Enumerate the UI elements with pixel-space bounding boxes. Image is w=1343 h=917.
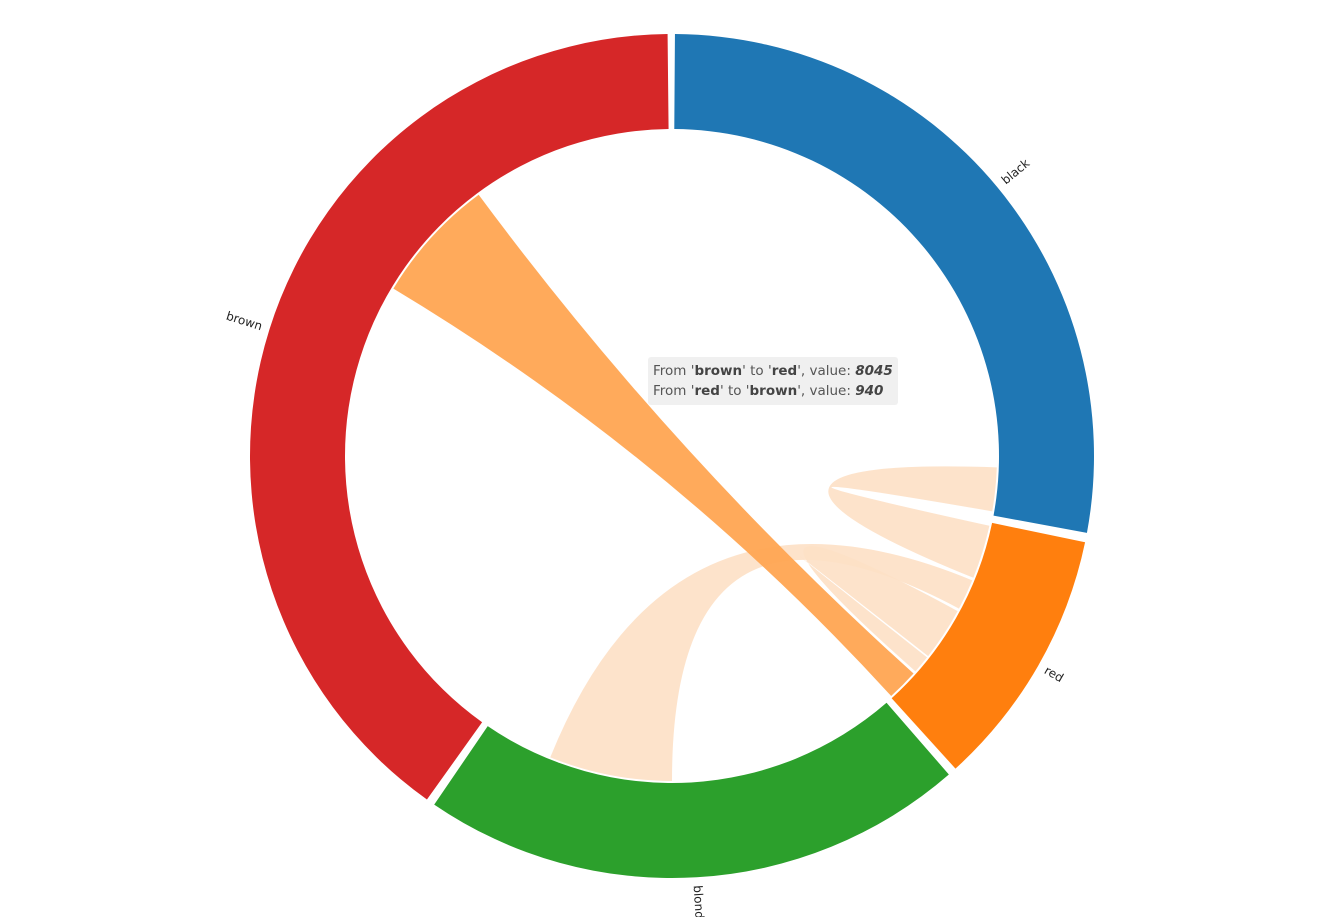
label-black: black	[999, 156, 1033, 187]
tooltip-to: brown	[749, 383, 798, 399]
arcs-layer	[249, 34, 1095, 878]
ribbon-red-blonde[interactable]	[550, 544, 973, 781]
arc-brown[interactable]	[249, 34, 669, 800]
ribbons-layer	[393, 194, 997, 781]
ribbon-red-red[interactable]	[799, 546, 958, 672]
arc-black[interactable]	[674, 34, 1095, 533]
ribbon-brown-red[interactable]	[393, 194, 914, 696]
ribbon-red-black[interactable]	[828, 466, 997, 578]
tooltip-from: red	[694, 383, 720, 399]
tooltip-value: 940	[855, 383, 884, 399]
hover-tooltip: From 'brown' to 'red', value: 8045 From …	[648, 357, 898, 405]
arc-red[interactable]	[891, 522, 1086, 769]
arc-blonde[interactable]	[434, 702, 949, 878]
tooltip-line-2: From 'red' to 'brown', value: 940	[653, 383, 884, 399]
label-red: red	[1042, 663, 1066, 685]
tooltip-from: brown	[694, 363, 743, 379]
label-blonde: blonde	[691, 885, 707, 917]
tooltip-line-1: From 'brown' to 'red', value: 8045	[653, 363, 893, 379]
label-brown: brown	[224, 309, 264, 333]
tooltip-value: 8045	[855, 363, 893, 379]
tooltip-to: red	[771, 363, 798, 379]
